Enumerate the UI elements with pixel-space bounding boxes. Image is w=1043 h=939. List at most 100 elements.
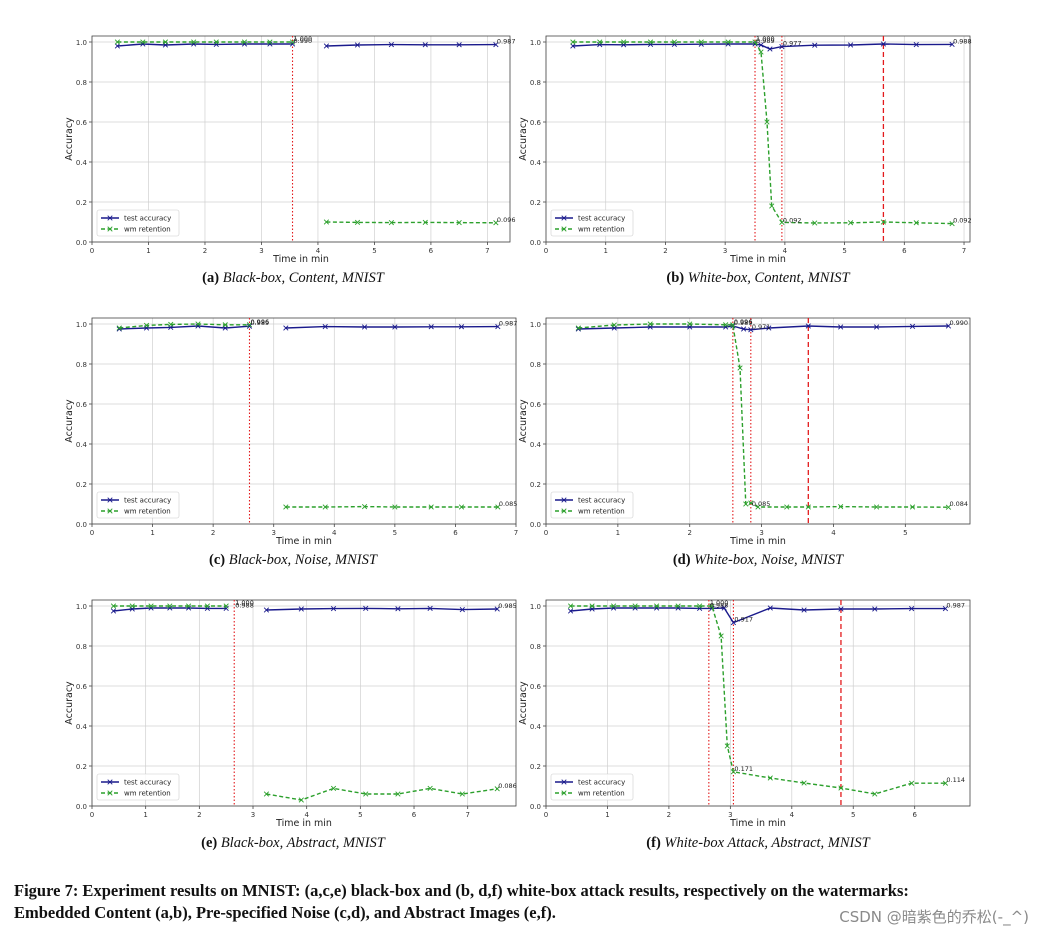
x-tick-label: 7	[465, 811, 469, 819]
marker-stroke	[204, 605, 211, 612]
marker-test-accuracy	[741, 326, 747, 332]
marker-stroke	[110, 608, 117, 614]
marker-test-accuracy	[395, 606, 401, 612]
marker-stroke	[942, 780, 949, 786]
y-tick-label: 0.6	[76, 119, 88, 127]
legend-label: test accuracy	[124, 779, 171, 787]
marker-stroke	[847, 42, 854, 48]
marker-test-accuracy	[456, 42, 462, 48]
marker-stroke	[388, 219, 394, 226]
x-tick-label: 0	[90, 811, 94, 819]
x-tick-label: 6	[912, 811, 917, 819]
marker-wm-retention	[570, 39, 576, 45]
legend-marker	[561, 497, 567, 503]
marker-wm-retention	[191, 39, 197, 45]
marker-stroke	[805, 504, 811, 510]
marker-wm-retention	[755, 504, 761, 510]
marker-stroke	[718, 633, 724, 639]
marker-wm-retention	[459, 791, 465, 797]
marker-test-accuracy	[363, 605, 369, 612]
marker-test-accuracy	[330, 605, 337, 612]
x-tick-label: 3	[759, 529, 763, 537]
marker-stroke	[167, 603, 173, 609]
marker-test-accuracy	[223, 605, 229, 612]
marker-stroke	[143, 322, 150, 329]
y-tick-label: 1.0	[76, 39, 87, 47]
marker-wm-retention	[162, 39, 169, 45]
plot-frame	[545, 35, 971, 243]
data-label: 0.989	[734, 319, 753, 327]
data-label: 0.987	[946, 602, 965, 610]
marker-wm-retention	[495, 504, 501, 510]
marker-stroke	[223, 603, 229, 609]
marker-stroke	[709, 603, 715, 609]
marker-stroke	[289, 41, 296, 47]
marker-test-accuracy	[909, 323, 916, 330]
legend-marker	[107, 779, 113, 785]
marker-stroke	[395, 791, 401, 797]
legend-marker	[107, 508, 113, 514]
marker-test-accuracy	[721, 605, 727, 611]
marker-test-accuracy	[838, 606, 844, 612]
y-tick-label: 0.0	[76, 803, 87, 811]
marker-stroke	[653, 603, 660, 609]
marker-wm-retention	[129, 603, 135, 609]
marker-wm-retention	[140, 39, 146, 45]
marker-stroke	[241, 41, 248, 47]
marker-wm-retention	[709, 603, 715, 609]
marker-wm-retention	[945, 504, 952, 510]
marker-stroke	[494, 786, 500, 792]
marker-stroke	[737, 365, 743, 371]
x-axis-label: Time in min	[729, 818, 786, 829]
marker-stroke	[767, 46, 773, 52]
plot-area	[92, 36, 510, 242]
marker-stroke	[812, 220, 818, 226]
marker-stroke	[647, 321, 653, 327]
marker-stroke	[766, 325, 772, 331]
marker-stroke	[730, 769, 737, 775]
y-tick-label: 0.6	[76, 683, 88, 691]
marker-stroke	[323, 219, 330, 225]
y-tick-label: 0.6	[530, 119, 542, 127]
marker-stroke	[495, 504, 501, 510]
marker-stroke	[456, 219, 462, 226]
y-tick-label: 1.0	[76, 603, 87, 611]
x-tick-label: 2	[687, 529, 691, 537]
y-tick-label: 0.8	[76, 79, 87, 87]
marker-wm-retention	[148, 603, 154, 609]
marker-test-accuracy	[913, 41, 919, 48]
marker-stroke	[422, 42, 428, 48]
marker-stroke	[752, 41, 758, 47]
y-tick-label: 0.0	[76, 521, 87, 529]
marker-wm-retention	[847, 220, 854, 226]
marker-test-accuracy	[428, 324, 434, 330]
x-tick-label: 6	[412, 811, 417, 819]
marker-wm-retention	[289, 39, 296, 45]
marker-stroke	[801, 607, 807, 613]
marker-stroke	[748, 500, 754, 506]
legend-marker	[561, 226, 567, 232]
y-tick-label: 0.8	[76, 643, 87, 651]
marker-test-accuracy	[801, 607, 807, 613]
subfigure-tag: (f)	[646, 835, 664, 851]
marker-stroke	[354, 219, 361, 226]
subfigure-title: White-box, Noise, MNIST	[694, 552, 844, 568]
x-axis-label: Time in min	[729, 254, 786, 265]
marker-wm-retention	[494, 786, 500, 792]
marker-stroke	[647, 39, 654, 45]
marker-stroke	[263, 607, 270, 613]
marker-wm-retention	[675, 603, 681, 609]
marker-stroke	[697, 603, 703, 609]
y-tick-label: 0.6	[530, 683, 542, 691]
marker-stroke	[354, 42, 361, 48]
marker-test-accuracy	[213, 41, 219, 48]
marker-wm-retention	[653, 603, 660, 609]
x-tick-label: 5	[393, 529, 397, 537]
marker-stroke	[116, 325, 122, 331]
data-label: 0.971	[752, 323, 771, 331]
marker-stroke	[945, 504, 952, 510]
marker-wm-retention	[361, 503, 368, 510]
marker-test-accuracy	[427, 605, 433, 612]
subfigure-title: Black-box, Noise, MNIST	[229, 552, 378, 568]
